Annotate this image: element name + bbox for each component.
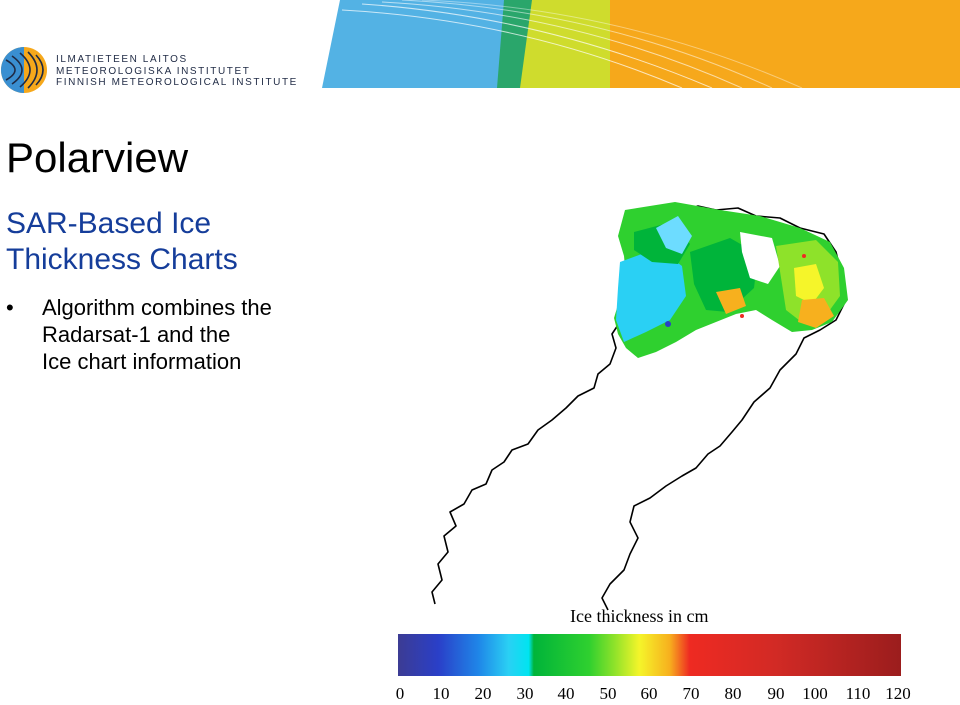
- legend-color-bar: [398, 634, 901, 676]
- legend-tick-100: 100: [802, 684, 828, 703]
- legend-tick-70: 70: [682, 684, 700, 703]
- slide-title: Polarview: [6, 134, 189, 181]
- legend-tick-60: 60: [640, 684, 658, 703]
- org-line-finnish: ILMATIETEEN LAITOS: [56, 54, 188, 65]
- subtitle-line-1: SAR-Based Ice: [6, 207, 212, 240]
- organization-name: ILMATIETEEN LAITOS METEOROLOGISKA INSTIT…: [56, 54, 298, 89]
- ice-thickness-map: [431, 202, 848, 611]
- org-line-english: FINNISH METEOROLOGICAL INSTITUTE: [56, 77, 298, 88]
- legend-tick-120: 120: [885, 684, 911, 703]
- bullet-line-3: Ice chart information: [42, 349, 242, 374]
- bullet-icon: •: [6, 295, 14, 320]
- org-line-swedish: METEOROLOGISKA INSTITUTET: [56, 65, 251, 77]
- slide-subtitle: SAR-Based Ice Thickness Charts: [6, 206, 238, 278]
- subtitle-line-2: Thickness Charts: [6, 243, 238, 276]
- fmi-logo-icon: [1, 47, 47, 93]
- legend-tick-50: 50: [599, 684, 617, 703]
- legend-tick-10: 10: [432, 684, 450, 703]
- bullet-line-2: Radarsat-1 and the: [42, 322, 231, 347]
- legend-title: Ice thickness in cm: [570, 606, 709, 626]
- bullet-line-1: Algorithm combines the: [42, 295, 272, 320]
- legend-tick-80: 80: [724, 684, 742, 703]
- legend-tick-30: 30: [516, 684, 534, 703]
- header-banner: [322, 0, 960, 88]
- bullet-text: Algorithm combines the Radarsat-1 and th…: [42, 294, 372, 375]
- legend-tick-20: 20: [474, 684, 492, 703]
- legend-tick-110: 110: [845, 684, 871, 703]
- legend-tick-40: 40: [557, 684, 575, 703]
- legend-tick-0: 0: [395, 684, 405, 703]
- legend-tick-90: 90: [767, 684, 785, 703]
